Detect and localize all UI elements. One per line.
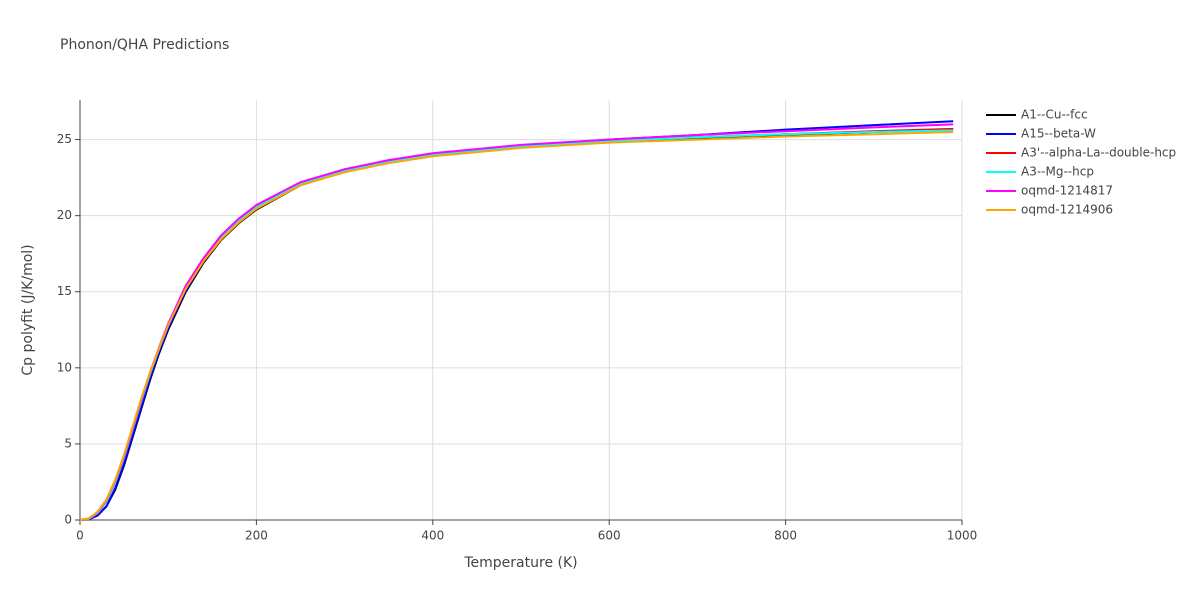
x-tick-label: 0	[76, 529, 84, 543]
series-line	[79, 128, 954, 521]
legend-label: oqmd-1214817	[1021, 184, 1113, 198]
y-tick-label: 5	[64, 436, 72, 450]
legend-label: A15--beta-W	[1021, 127, 1096, 141]
y-tick-label: 20	[57, 208, 72, 222]
x-tick-label: 1000	[947, 529, 978, 543]
legend-label: A3--Mg--hcp	[1021, 165, 1094, 179]
chart-title: Phonon/QHA Predictions	[60, 37, 229, 53]
x-axis-title: Temperature (K)	[463, 555, 577, 571]
series-line	[79, 120, 954, 521]
series-line	[79, 129, 954, 521]
x-tick-label: 800	[774, 529, 797, 543]
series-line	[79, 127, 954, 521]
x-tick-label: 400	[421, 529, 444, 543]
legend-label: A3'--alpha-La--double-hcp	[1021, 146, 1176, 160]
y-tick-label: 15	[57, 284, 72, 298]
y-tick-label: 25	[57, 132, 72, 146]
x-tick-label: 200	[245, 529, 268, 543]
series-line	[79, 130, 954, 521]
series-line	[79, 123, 954, 521]
legend-label: oqmd-1214906	[1021, 203, 1113, 217]
y-tick-label: 0	[64, 513, 72, 527]
x-tick-label: 600	[598, 529, 621, 543]
y-axis-title: Cp polyfit (J/K/mol)	[20, 244, 36, 375]
legend-label: A1--Cu--fcc	[1021, 108, 1088, 122]
y-tick-label: 10	[57, 360, 72, 374]
